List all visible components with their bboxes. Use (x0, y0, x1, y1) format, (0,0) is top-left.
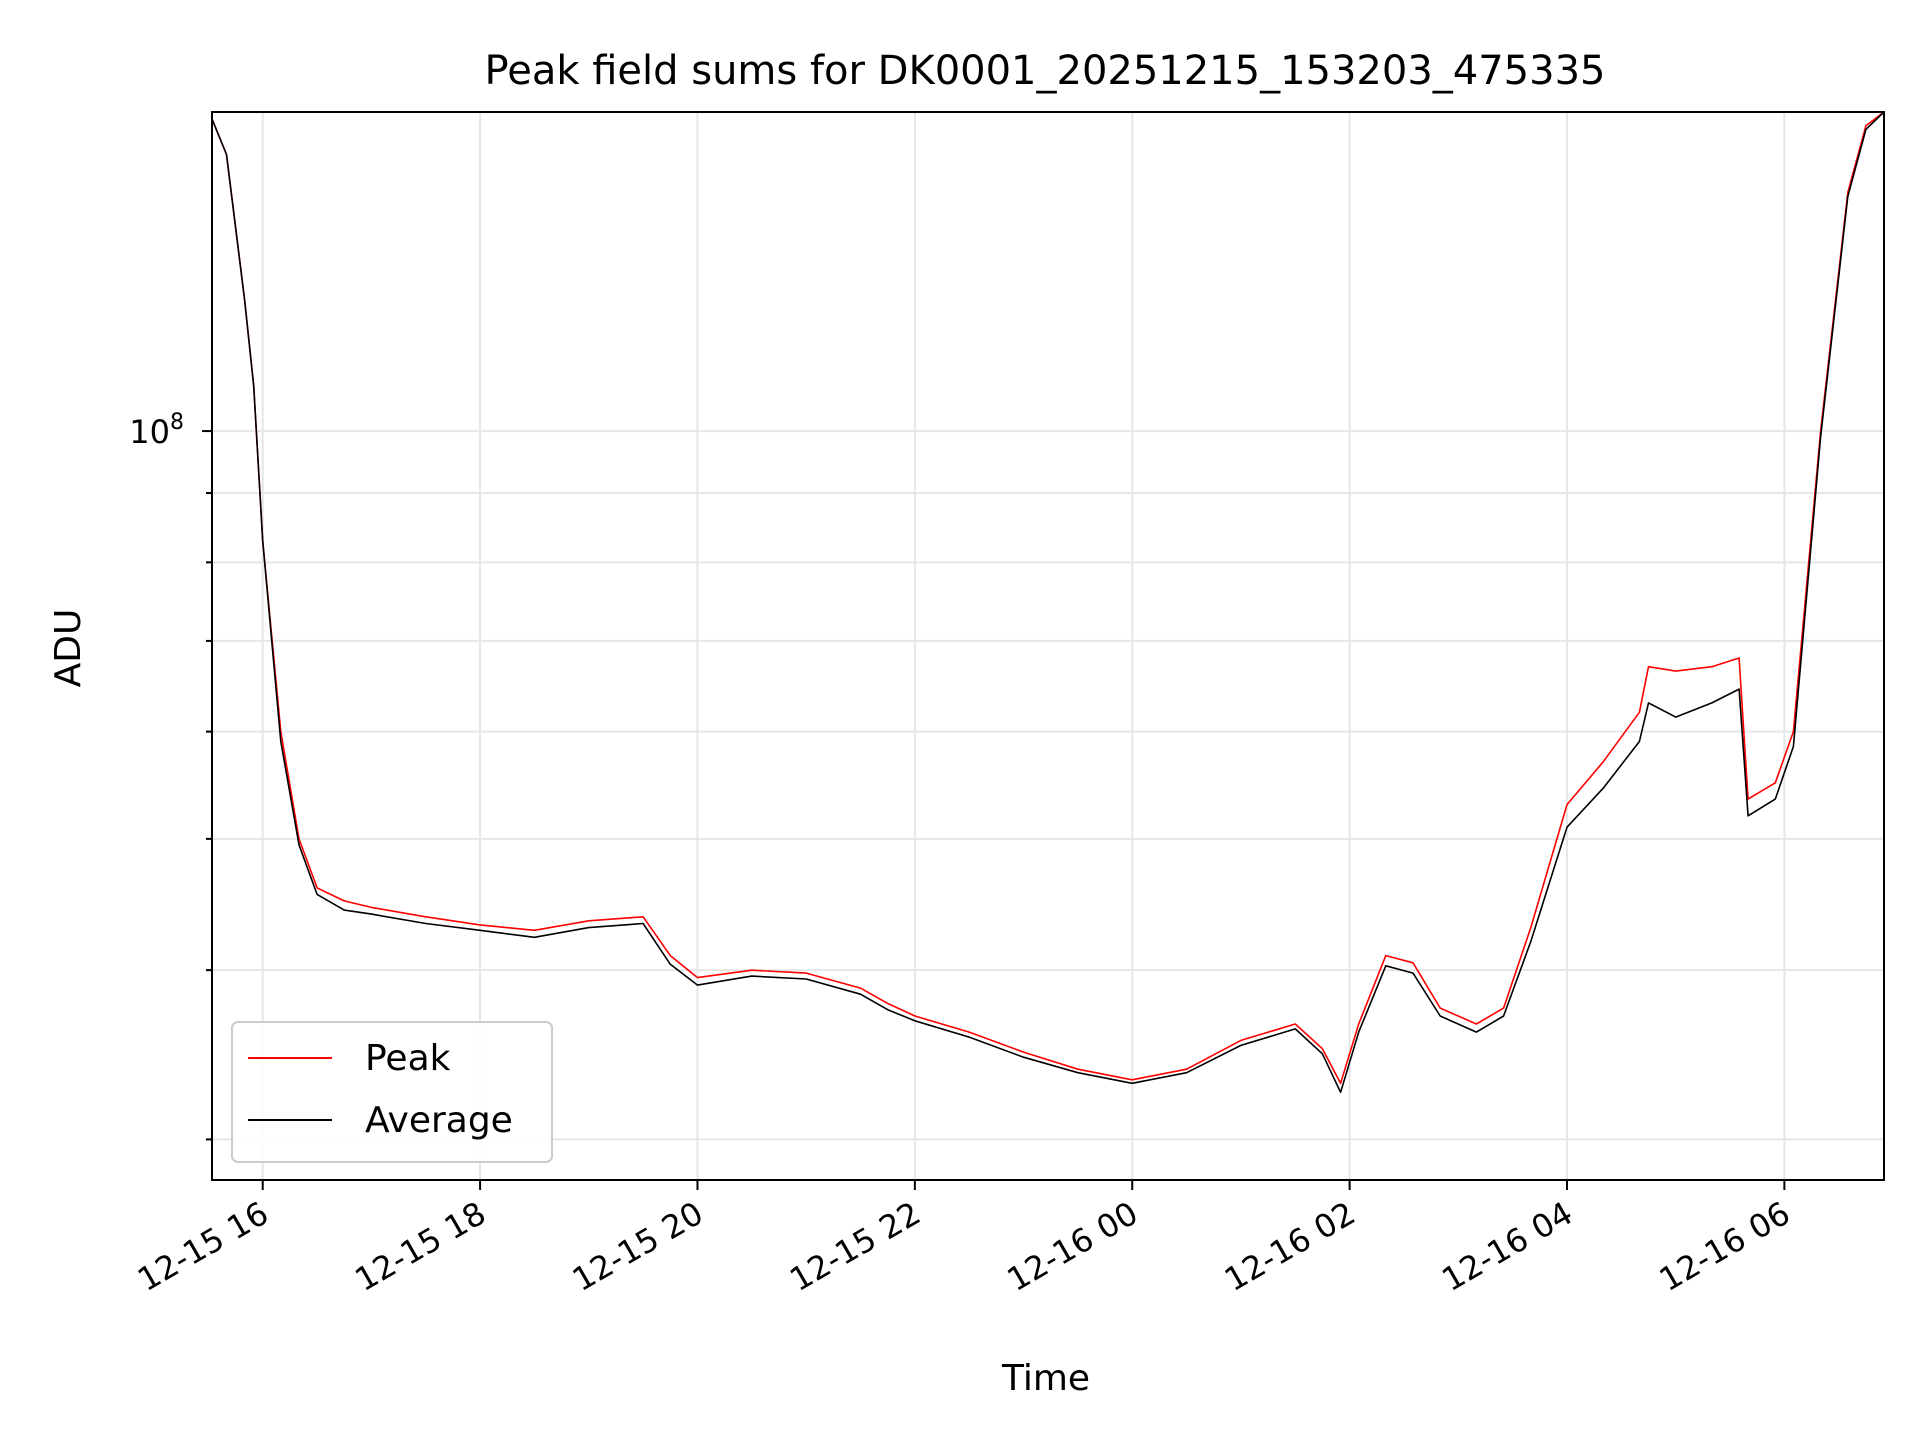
x-axis-label: Time (1001, 1358, 1090, 1399)
plot-area-frame (211, 111, 1885, 1181)
legend-label-peak: Peak (365, 1038, 451, 1079)
y-axis-label: ADU (48, 609, 89, 688)
y-axis: 108 (129, 410, 212, 1141)
legend: Peak Average (231, 1021, 553, 1163)
series-layer (212, 112, 1884, 1094)
series-line-average (212, 112, 1884, 1094)
series-line-peak (212, 112, 1884, 1085)
legend-label-average: Average (365, 1100, 513, 1141)
y-tick-label: 108 (129, 410, 184, 451)
chart-title: Peak field sums for DK0001_20251215_1532… (485, 48, 1606, 94)
grid-layer (212, 112, 1884, 1180)
